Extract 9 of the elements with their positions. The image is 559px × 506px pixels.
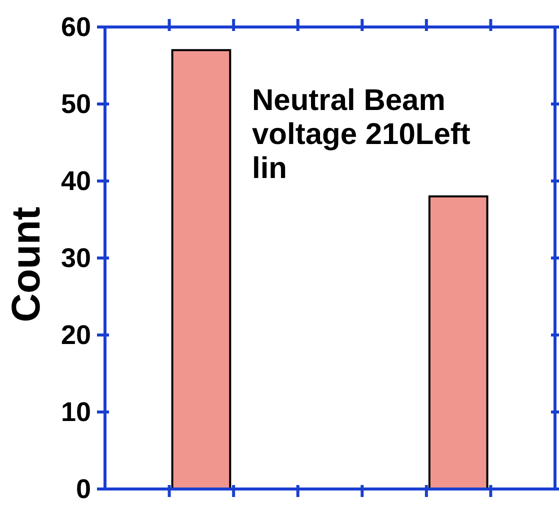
y-tick-label: 60 bbox=[60, 12, 91, 42]
y-axis-title: Count bbox=[4, 206, 50, 322]
y-tick-label: 30 bbox=[60, 243, 91, 273]
annotation: Neutral Beam voltage 210Left lin bbox=[252, 84, 472, 186]
y-tick-label: 40 bbox=[60, 166, 91, 196]
y-tick-label: 10 bbox=[60, 397, 91, 427]
y-tick-label: 50 bbox=[60, 89, 91, 119]
y-tick-label: 20 bbox=[60, 320, 91, 350]
y-tick-label: 0 bbox=[76, 474, 91, 504]
